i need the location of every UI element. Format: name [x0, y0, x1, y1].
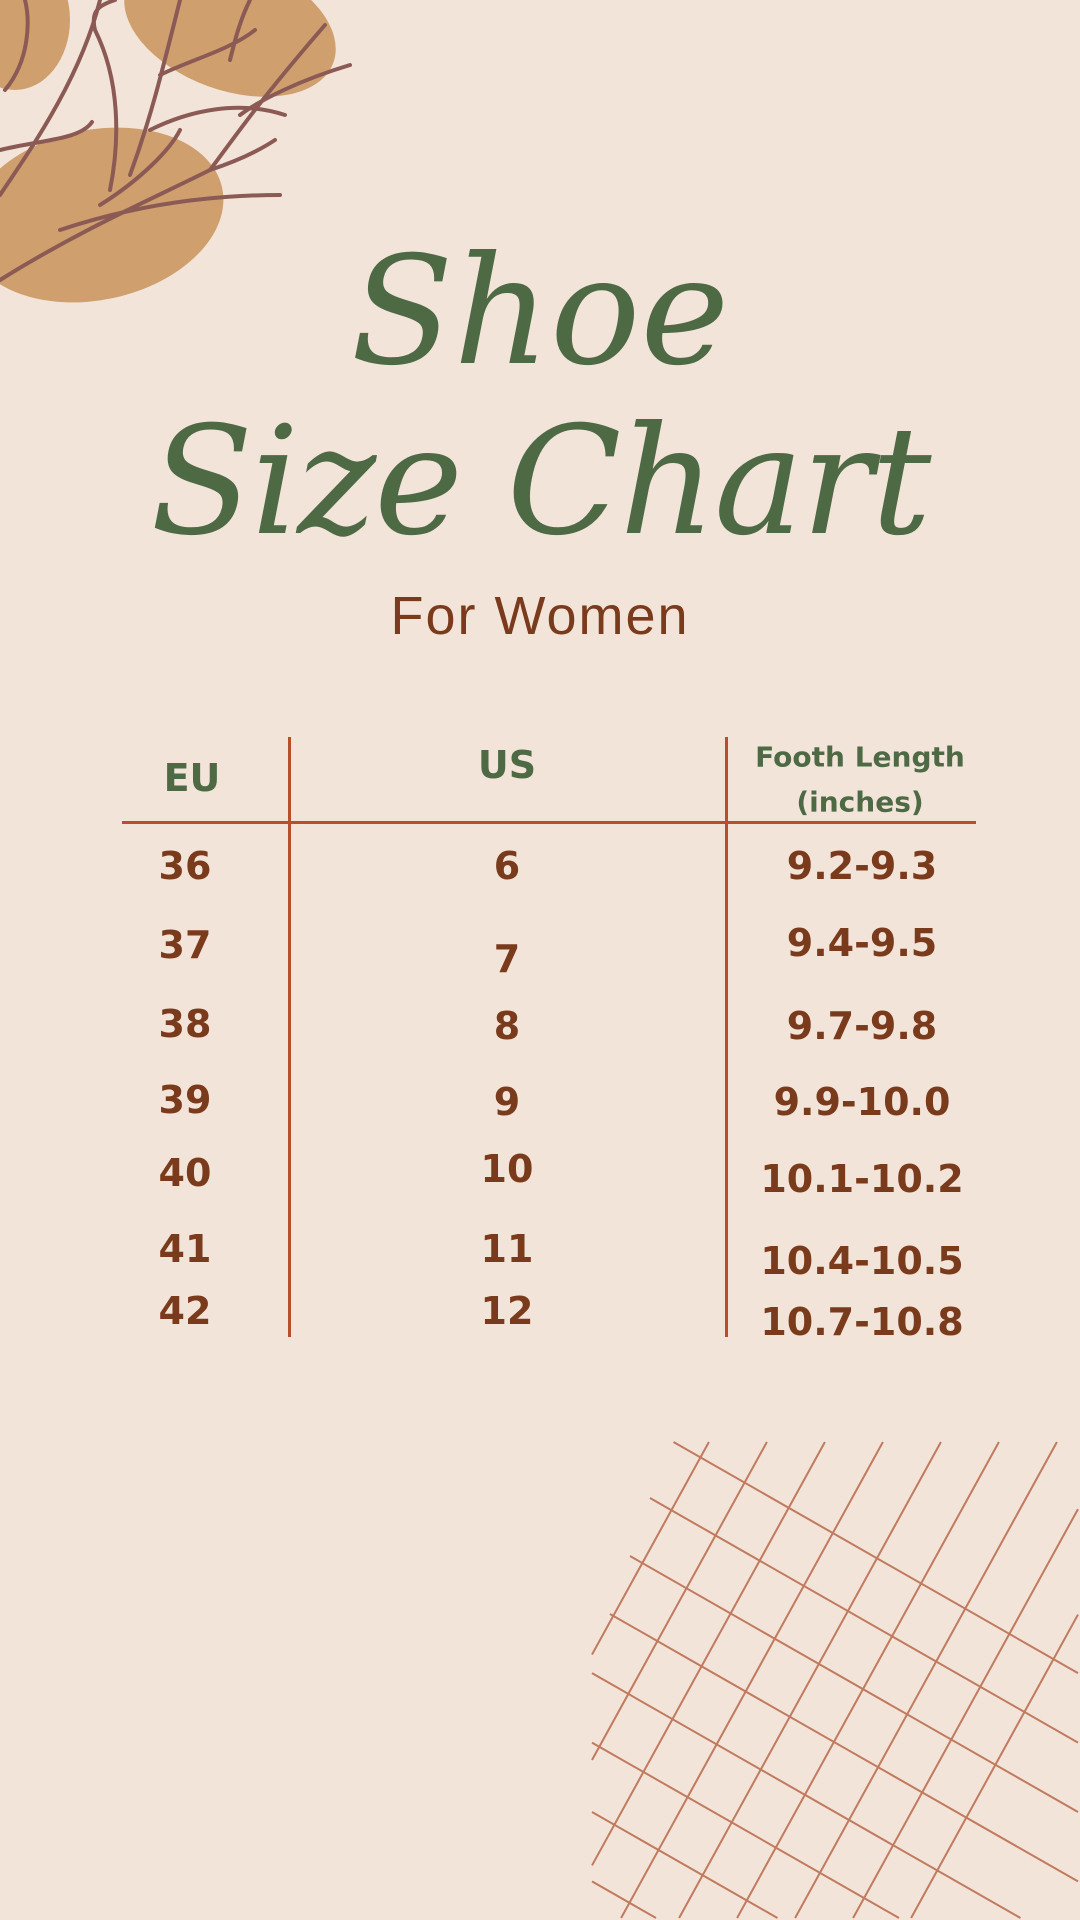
header-eu: EU: [163, 756, 221, 800]
grid-line: [591, 1441, 710, 1656]
grid-line: [591, 1880, 657, 1919]
cell-foot: 10.1-10.2: [760, 1157, 964, 1201]
grid-line: [591, 1441, 826, 1866]
grid-decoration: [591, 1441, 1079, 1919]
grid-line: [910, 1614, 1079, 1919]
cell-eu: 39: [158, 1078, 212, 1122]
cell-foot: 10.7-10.8: [760, 1300, 964, 1344]
cell-us: 7: [493, 937, 521, 981]
grid-line: [678, 1441, 942, 1919]
header-divider: [122, 821, 976, 824]
grid-line: [620, 1441, 884, 1919]
cell-foot: 9.9-10.0: [773, 1080, 951, 1124]
cell-us: 6: [493, 844, 521, 888]
title-line1: Shoe: [350, 225, 730, 399]
cell-eu: 40: [158, 1151, 212, 1195]
cell-us: 9: [493, 1080, 521, 1124]
grid-line: [591, 1441, 768, 1761]
cell-us: 12: [480, 1289, 534, 1333]
cell-us: 10: [480, 1147, 534, 1191]
grid-line: [609, 1613, 1079, 1883]
cell-eu: 41: [158, 1227, 212, 1271]
header-foot-unit: (inches): [796, 785, 924, 819]
cell-us: 11: [480, 1227, 534, 1271]
title-line2: Size Chart: [150, 395, 932, 569]
grid-line: [852, 1508, 1079, 1919]
cell-eu: 37: [158, 923, 212, 967]
cell-eu: 38: [158, 1002, 212, 1046]
grid-line: [794, 1441, 1058, 1919]
cell-eu: 42: [158, 1289, 212, 1333]
cell-us: 8: [493, 1004, 521, 1048]
cell-foot: 9.2-9.3: [786, 844, 938, 888]
grid-line: [591, 1741, 900, 1919]
cell-foot: 9.4-9.5: [786, 921, 938, 965]
branch-decoration: [0, 0, 352, 303]
grid-line: [629, 1555, 1079, 1813]
header-foot-length: Footh Length: [755, 740, 965, 774]
grid-line: [591, 1811, 778, 1919]
grid-line: [591, 1672, 1021, 1919]
grid-line: [649, 1497, 1079, 1744]
column-divider: [288, 737, 291, 1337]
subtitle: For Women: [390, 586, 690, 646]
grid-line: [673, 1441, 1079, 1675]
column-divider: [725, 737, 728, 1337]
grid-line: [736, 1441, 1000, 1919]
cell-foot: 10.4-10.5: [760, 1239, 964, 1283]
cell-eu: 36: [158, 844, 212, 888]
cell-foot: 9.7-9.8: [786, 1004, 938, 1048]
header-us: US: [477, 743, 537, 787]
